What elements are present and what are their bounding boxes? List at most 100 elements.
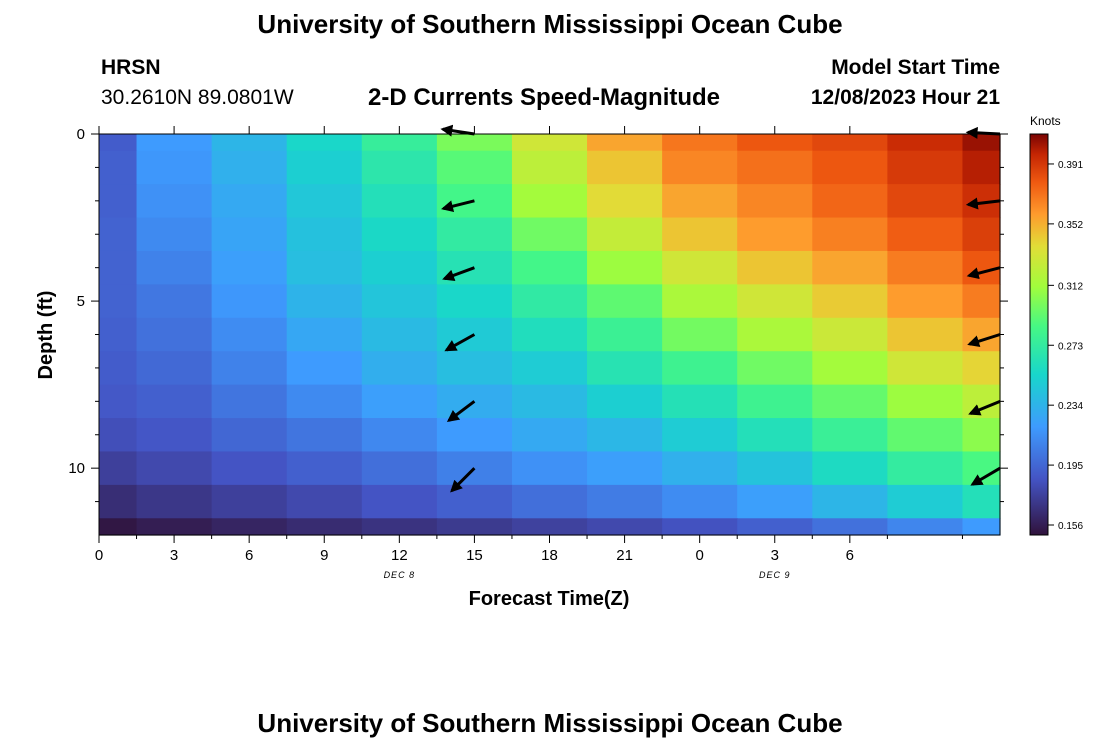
heatmap-cell <box>587 284 663 319</box>
heatmap-cell <box>587 518 663 536</box>
heatmap-cell <box>211 518 288 536</box>
colorbar-tick-label: 0.156 <box>1058 521 1083 532</box>
x-tick-label: 18 <box>541 547 558 564</box>
heatmap-cell <box>812 317 888 352</box>
colorbar-tick-label: 0.234 <box>1058 401 1083 412</box>
heatmap-cell <box>962 384 1001 419</box>
heatmap-cell <box>587 184 663 219</box>
heatmap-cell <box>887 250 964 285</box>
y-tick-label: 5 <box>77 293 85 310</box>
heatmap-cell <box>511 518 588 536</box>
heatmap-cell <box>361 250 438 285</box>
heatmap-cell <box>136 150 213 185</box>
heatmap-cell <box>511 317 588 352</box>
colorbar-tick-label: 0.195 <box>1058 461 1083 472</box>
heatmap-cell <box>211 351 288 386</box>
heatmap-cell <box>136 351 213 386</box>
current-vector-arrow <box>970 466 1001 486</box>
heatmap-cell <box>737 284 813 319</box>
heatmap-cell <box>286 150 363 185</box>
y-tick-label: 10 <box>68 460 85 477</box>
heatmap-cell <box>511 351 588 386</box>
heatmap-cell <box>361 134 438 152</box>
heatmap-cell <box>737 134 813 152</box>
colorbar-ticks: 0.391 0.352 0.312 0.273 0.234 0.195 0.156 <box>1048 160 1083 532</box>
heatmap-cell <box>812 351 888 386</box>
heatmap-cell <box>99 518 138 536</box>
heatmap-cell <box>211 384 288 419</box>
x-tick-label: 0 <box>95 547 103 564</box>
heatmap-cell <box>812 250 888 285</box>
model-start-label: Model Start Time <box>831 56 1000 79</box>
heatmap-cell <box>361 418 438 453</box>
heatmap-cell <box>361 484 438 519</box>
heatmap-cell <box>737 418 813 453</box>
x-axis-label: Forecast Time(Z) <box>469 588 630 610</box>
heatmap-cell <box>99 384 138 419</box>
heatmap-cell <box>887 134 964 152</box>
heatmap-cell <box>587 418 663 453</box>
heatmap-cell <box>361 217 438 252</box>
heatmap-cell <box>812 418 888 453</box>
heatmap-cell <box>99 184 138 219</box>
heatmap-cell <box>812 484 888 519</box>
heatmap-cell <box>887 418 964 453</box>
heatmap-cell <box>361 150 438 185</box>
heatmap-cell <box>136 518 213 536</box>
heatmap-cell <box>136 317 213 352</box>
heatmap-cell <box>511 484 588 519</box>
heatmap-cell <box>361 351 438 386</box>
heatmap-cell <box>286 284 363 319</box>
heatmap-cell <box>211 317 288 352</box>
heatmap-cell <box>587 384 663 419</box>
heatmap-cell <box>211 418 288 453</box>
page-title: University of Southern Mississippi Ocean… <box>257 9 843 39</box>
current-vector-arrow <box>441 199 475 213</box>
heatmap-cell <box>511 184 588 219</box>
colorbar-tick-label: 0.352 <box>1058 220 1083 231</box>
heatmap-cell <box>511 250 588 285</box>
x-tick-label: 12 <box>391 547 408 564</box>
current-vector-arrow <box>444 333 476 352</box>
current-vector-arrow <box>965 197 1001 210</box>
heatmap-cell <box>511 134 588 152</box>
heatmap-cell <box>136 134 213 152</box>
colorbar <box>1029 133 1049 536</box>
heatmap-cell <box>286 134 363 152</box>
heatmap-cell <box>361 317 438 352</box>
x-tick-label: 3 <box>771 547 779 564</box>
heatmap-cell <box>887 150 964 185</box>
heatmap-cell <box>887 184 964 219</box>
heatmap-cell <box>887 384 964 419</box>
heatmap-cell <box>737 250 813 285</box>
heatmap-cell <box>812 134 888 152</box>
heatmap-cell <box>436 150 513 185</box>
heatmap-cell <box>286 451 363 486</box>
colorbar-tick-label: 0.391 <box>1058 160 1083 171</box>
heatmap-cell <box>737 317 813 352</box>
x-tick-label: 6 <box>846 547 854 564</box>
colorbar-tick-label: 0.273 <box>1058 341 1083 352</box>
heatmap-cell <box>286 250 363 285</box>
heatmap-cell <box>587 451 663 486</box>
heatmap-cell <box>436 384 513 419</box>
x-tick-label: 6 <box>245 547 253 564</box>
heatmap-cell <box>286 484 363 519</box>
heatmap-cell <box>211 184 288 219</box>
heatmap-cell <box>812 150 888 185</box>
heatmap-cell <box>286 184 363 219</box>
chart-subtitle: 2-D Currents Speed-Magnitude <box>368 84 721 111</box>
x-tick-label: 0 <box>695 547 703 564</box>
heatmap-cell <box>286 518 363 536</box>
heatmap-cell <box>99 418 138 453</box>
heatmap-cell <box>587 134 663 152</box>
heatmap-cell <box>962 418 1001 453</box>
current-vector-arrow <box>440 124 475 137</box>
current-vector-arrow <box>967 333 1001 347</box>
heatmap-cell <box>436 250 513 285</box>
date-label: DEC 8 <box>384 570 416 580</box>
heatmap-cell <box>436 284 513 319</box>
heatmap-cell <box>361 284 438 319</box>
current-vector-arrow <box>446 400 476 422</box>
